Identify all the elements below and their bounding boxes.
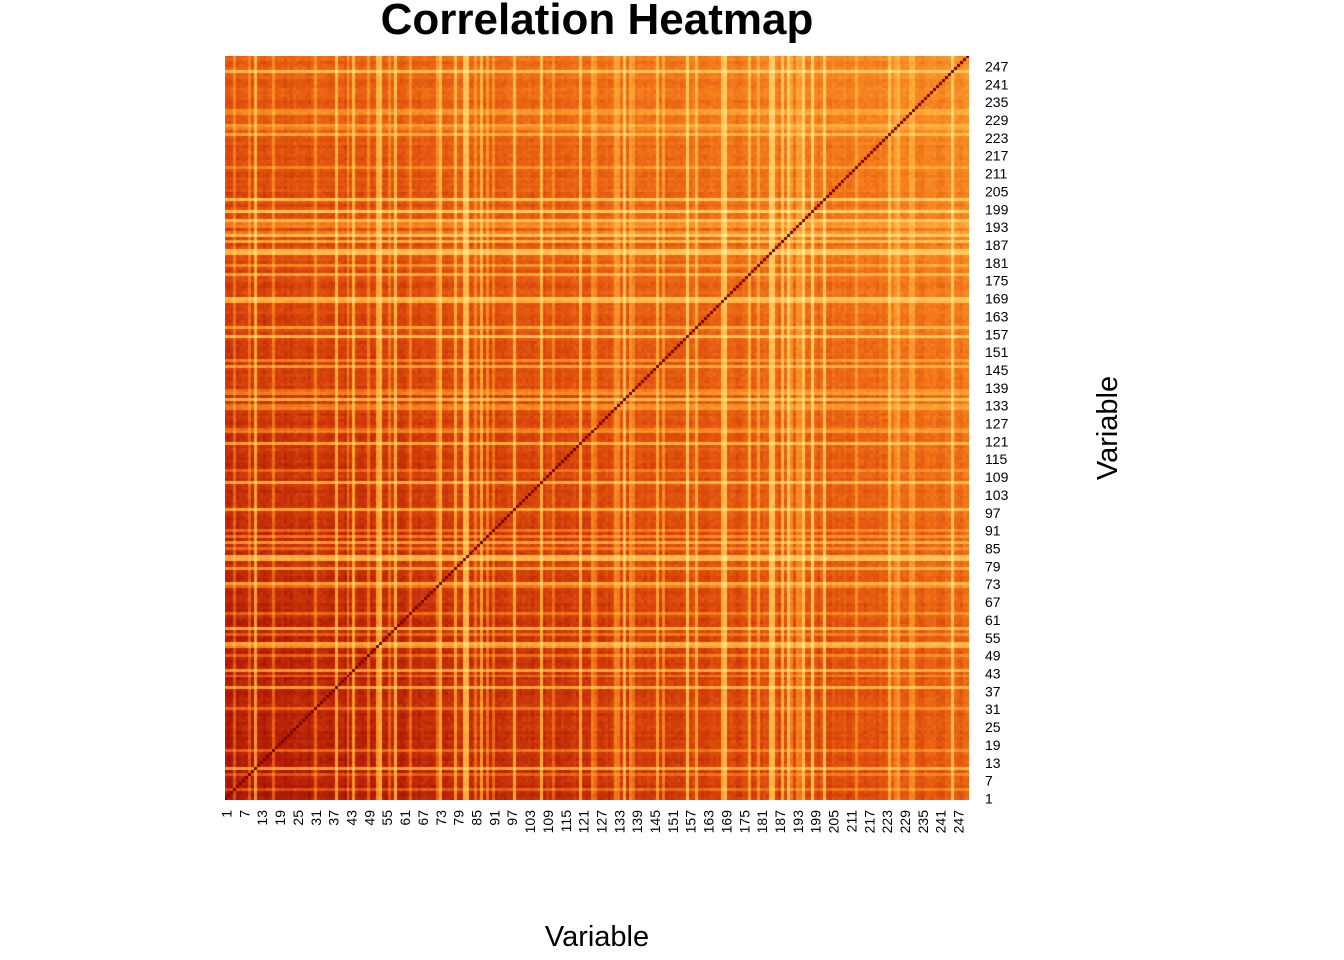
y-tick-label: 181: [985, 255, 1009, 271]
x-tick-label: 163: [701, 810, 717, 834]
x-tick-label: 139: [629, 810, 645, 834]
y-tick-label: 7: [985, 773, 993, 789]
y-tick-label: 13: [985, 755, 1001, 771]
x-tick-label: 217: [861, 810, 877, 834]
y-tick-label: 187: [985, 237, 1009, 253]
y-tick-label: 115: [985, 451, 1008, 467]
x-tick-label: 91: [486, 810, 502, 826]
x-tick-label: 181: [754, 810, 770, 834]
y-tick-label: 1: [985, 791, 993, 807]
x-axis-label: Variable: [545, 921, 649, 953]
y-tick-label: 217: [985, 148, 1009, 164]
y-tick-label: 121: [985, 433, 1009, 449]
x-tick-label: 43: [343, 810, 359, 826]
y-tick-label: 127: [985, 416, 1009, 432]
y-tick-label: 61: [985, 612, 1001, 628]
y-tick-label: 133: [985, 398, 1009, 414]
y-tick-label: 247: [985, 58, 1009, 74]
x-tick-label: 97: [504, 810, 520, 826]
x-tick-label: 133: [611, 810, 627, 834]
y-tick-label: 85: [985, 541, 1001, 557]
y-tick-label: 55: [985, 630, 1001, 646]
x-tick-label: 37: [326, 810, 342, 826]
chart-title: Correlation Heatmap: [381, 0, 814, 44]
y-tick-label: 139: [985, 380, 1009, 396]
y-tick-label: 175: [985, 273, 1009, 289]
y-tick-label: 193: [985, 219, 1009, 235]
y-axis-label: Variable: [1092, 376, 1124, 480]
x-tick-labels: 1 7 13 19 25 31 37 43 49 55 61 67 73 79 85 91 97 103 109 11…: [218, 810, 966, 834]
x-tick-label: 175: [736, 810, 752, 834]
x-tick-label: 199: [808, 810, 824, 834]
y-tick-label: 31: [985, 701, 1001, 717]
y-tick-label: 91: [985, 523, 1001, 539]
y-tick-label: 79: [985, 558, 1001, 574]
x-tick-label: 73: [433, 810, 449, 826]
x-tick-label: 67: [415, 810, 431, 826]
y-tick-label: 25: [985, 719, 1001, 735]
x-tick-label: 103: [522, 810, 538, 834]
y-tick-label: 223: [985, 130, 1009, 146]
x-tick-label: 229: [897, 810, 913, 834]
y-tick-label: 241: [985, 76, 1009, 92]
heatmap-grid: [225, 56, 969, 800]
x-tick-label: 157: [683, 810, 699, 834]
y-tick-label: 199: [985, 201, 1009, 217]
x-tick-label: 79: [451, 810, 467, 826]
x-tick-label: 145: [647, 810, 663, 834]
x-tick-label: 25: [290, 810, 306, 826]
x-tick-label: 109: [540, 810, 556, 834]
x-tick-label: 235: [915, 810, 931, 834]
y-tick-label: 67: [985, 594, 1001, 610]
x-tick-label: 13: [254, 810, 270, 826]
x-tick-label: 223: [879, 810, 895, 834]
y-tick-label: 151: [985, 344, 1009, 360]
x-tick-label: 115: [558, 810, 574, 833]
y-tick-label: 211: [985, 166, 1008, 182]
y-tick-label: 145: [985, 362, 1009, 378]
y-tick-label: 229: [985, 112, 1009, 128]
y-tick-label: 157: [985, 326, 1009, 342]
x-tick-label: 187: [772, 810, 788, 834]
y-tick-label: 43: [985, 666, 1001, 682]
y-tick-label: 49: [985, 648, 1001, 664]
x-tick-label: 7: [236, 810, 252, 818]
y-tick-label: 103: [985, 487, 1009, 503]
y-tick-label: 163: [985, 308, 1009, 324]
x-tick-label: 31: [308, 810, 324, 826]
x-tick-label: 85: [468, 810, 484, 826]
x-tick-label: 1: [218, 810, 234, 818]
x-tick-label: 205: [826, 810, 842, 834]
y-tick-label: 19: [985, 737, 1001, 753]
y-tick-label: 97: [985, 505, 1001, 521]
y-tick-label: 169: [985, 291, 1009, 307]
x-tick-label: 151: [665, 810, 681, 834]
x-tick-label: 121: [576, 810, 592, 834]
y-tick-label: 205: [985, 183, 1009, 199]
y-tick-label: 235: [985, 94, 1009, 110]
x-tick-label: 49: [361, 810, 377, 826]
x-tick-label: 127: [593, 810, 609, 834]
x-tick-label: 61: [397, 810, 413, 826]
y-tick-label: 109: [985, 469, 1009, 485]
x-tick-label: 193: [790, 810, 806, 834]
x-tick-label: 211: [843, 810, 859, 833]
y-tick-label: 73: [985, 576, 1001, 592]
x-tick-label: 19: [272, 810, 288, 826]
x-tick-label: 241: [933, 810, 949, 834]
x-tick-label: 55: [379, 810, 395, 826]
y-tick-label: 37: [985, 683, 1001, 699]
x-tick-label: 169: [718, 810, 734, 834]
x-tick-label: 247: [951, 810, 967, 834]
